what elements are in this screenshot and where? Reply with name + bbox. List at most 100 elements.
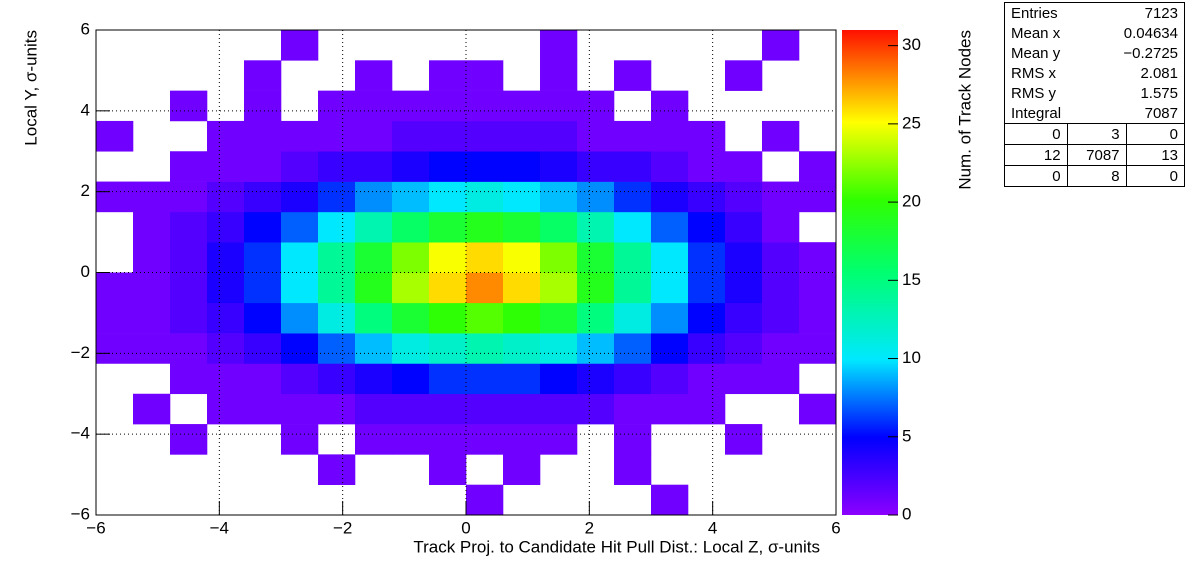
cell	[799, 424, 836, 455]
x-tick-label: −4	[210, 518, 229, 537]
stats-row: RMS x 2.081	[1005, 63, 1185, 83]
y-tick-label: −4	[71, 424, 90, 443]
cell	[651, 272, 689, 304]
cell	[281, 91, 318, 122]
cell	[207, 424, 244, 455]
cell	[244, 363, 282, 395]
cell	[392, 424, 430, 455]
stats-cell: Integral	[1011, 104, 1062, 122]
cell	[651, 211, 689, 243]
cell	[170, 454, 207, 485]
cell	[614, 272, 652, 304]
cell	[207, 485, 244, 516]
cell	[503, 272, 541, 304]
cell	[762, 363, 800, 395]
cell	[96, 212, 133, 243]
cell	[503, 363, 541, 395]
cell	[503, 181, 541, 213]
cell	[762, 272, 800, 304]
stats-cell: 2.081	[1140, 64, 1178, 82]
x-tick-label: 0	[461, 518, 470, 537]
cell	[651, 424, 688, 455]
cell	[96, 181, 134, 213]
cell	[429, 363, 467, 395]
cell	[799, 333, 837, 364]
cell	[429, 393, 467, 425]
cell	[281, 393, 319, 425]
x-tick-label: 4	[708, 518, 717, 537]
cell	[540, 302, 578, 334]
cell	[577, 60, 614, 91]
cell	[799, 302, 837, 334]
cell	[244, 120, 282, 152]
z-tick-label: 15	[902, 270, 921, 289]
cell	[762, 60, 799, 91]
cell	[207, 272, 245, 304]
cell	[318, 60, 355, 91]
cell	[614, 485, 651, 516]
cell	[170, 424, 208, 455]
cell	[392, 485, 429, 516]
cell	[614, 302, 652, 334]
cell	[429, 424, 467, 455]
cell	[96, 454, 133, 485]
cell	[318, 333, 356, 364]
z-tick-label: 10	[902, 348, 921, 367]
cell	[244, 90, 282, 122]
stats-row: Entries 7123	[1005, 3, 1185, 24]
cell	[207, 120, 245, 152]
cell	[688, 272, 726, 304]
cell	[614, 393, 652, 425]
cell	[688, 302, 726, 334]
cell	[244, 302, 282, 334]
x-axis-title: Track Proj. to Candidate Hit Pull Dist.:…	[413, 537, 820, 556]
cell	[429, 90, 467, 122]
cell	[207, 30, 244, 61]
cell	[392, 272, 430, 304]
cell	[688, 181, 726, 213]
cell	[96, 91, 133, 122]
cell	[799, 181, 837, 213]
cell	[392, 242, 430, 273]
cell	[688, 363, 726, 395]
cell	[799, 454, 836, 485]
cell	[207, 454, 244, 485]
cell	[244, 485, 281, 516]
cell	[318, 151, 356, 182]
cell	[503, 151, 541, 182]
cell	[614, 242, 652, 273]
stats-row: Mean y −0.2725	[1005, 43, 1185, 63]
cell	[207, 333, 245, 364]
cell	[466, 302, 504, 334]
cell	[762, 181, 800, 213]
cell	[355, 181, 393, 213]
cell	[614, 424, 652, 455]
cell	[355, 90, 393, 122]
cell	[577, 363, 615, 395]
cell	[614, 60, 652, 91]
cell	[540, 151, 578, 182]
cell	[688, 30, 725, 61]
cell	[207, 181, 245, 213]
stats-cell: 8	[1066, 165, 1127, 187]
cell	[577, 30, 614, 61]
z-tick-label: 30	[902, 35, 921, 54]
cell	[466, 484, 504, 516]
cell	[503, 242, 541, 273]
chart: Track Proj. to Candidate Hit Pull Dist.:…	[21, 19, 974, 556]
cell	[614, 151, 652, 182]
cell	[133, 302, 171, 334]
cell	[244, 393, 282, 425]
cell	[725, 30, 762, 61]
cell	[799, 363, 836, 394]
cell	[318, 30, 355, 61]
cell	[577, 211, 615, 243]
cell	[170, 60, 207, 91]
cell	[725, 363, 763, 395]
cell	[392, 90, 430, 122]
cell	[651, 90, 689, 122]
cell	[614, 120, 652, 152]
stats-cell: 0	[1004, 123, 1068, 145]
cell	[133, 91, 170, 122]
